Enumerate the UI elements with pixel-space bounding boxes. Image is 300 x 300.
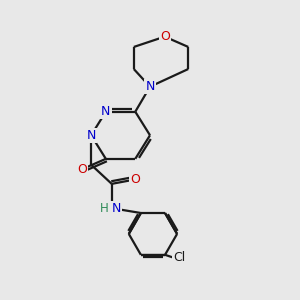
- Text: O: O: [160, 30, 170, 43]
- Text: O: O: [77, 163, 87, 176]
- Text: N: N: [101, 105, 110, 118]
- Text: N: N: [145, 80, 155, 93]
- Text: N: N: [86, 129, 96, 142]
- Text: H: H: [100, 202, 109, 215]
- Text: O: O: [130, 173, 140, 186]
- Text: Cl: Cl: [173, 251, 185, 264]
- Text: N: N: [112, 202, 121, 215]
